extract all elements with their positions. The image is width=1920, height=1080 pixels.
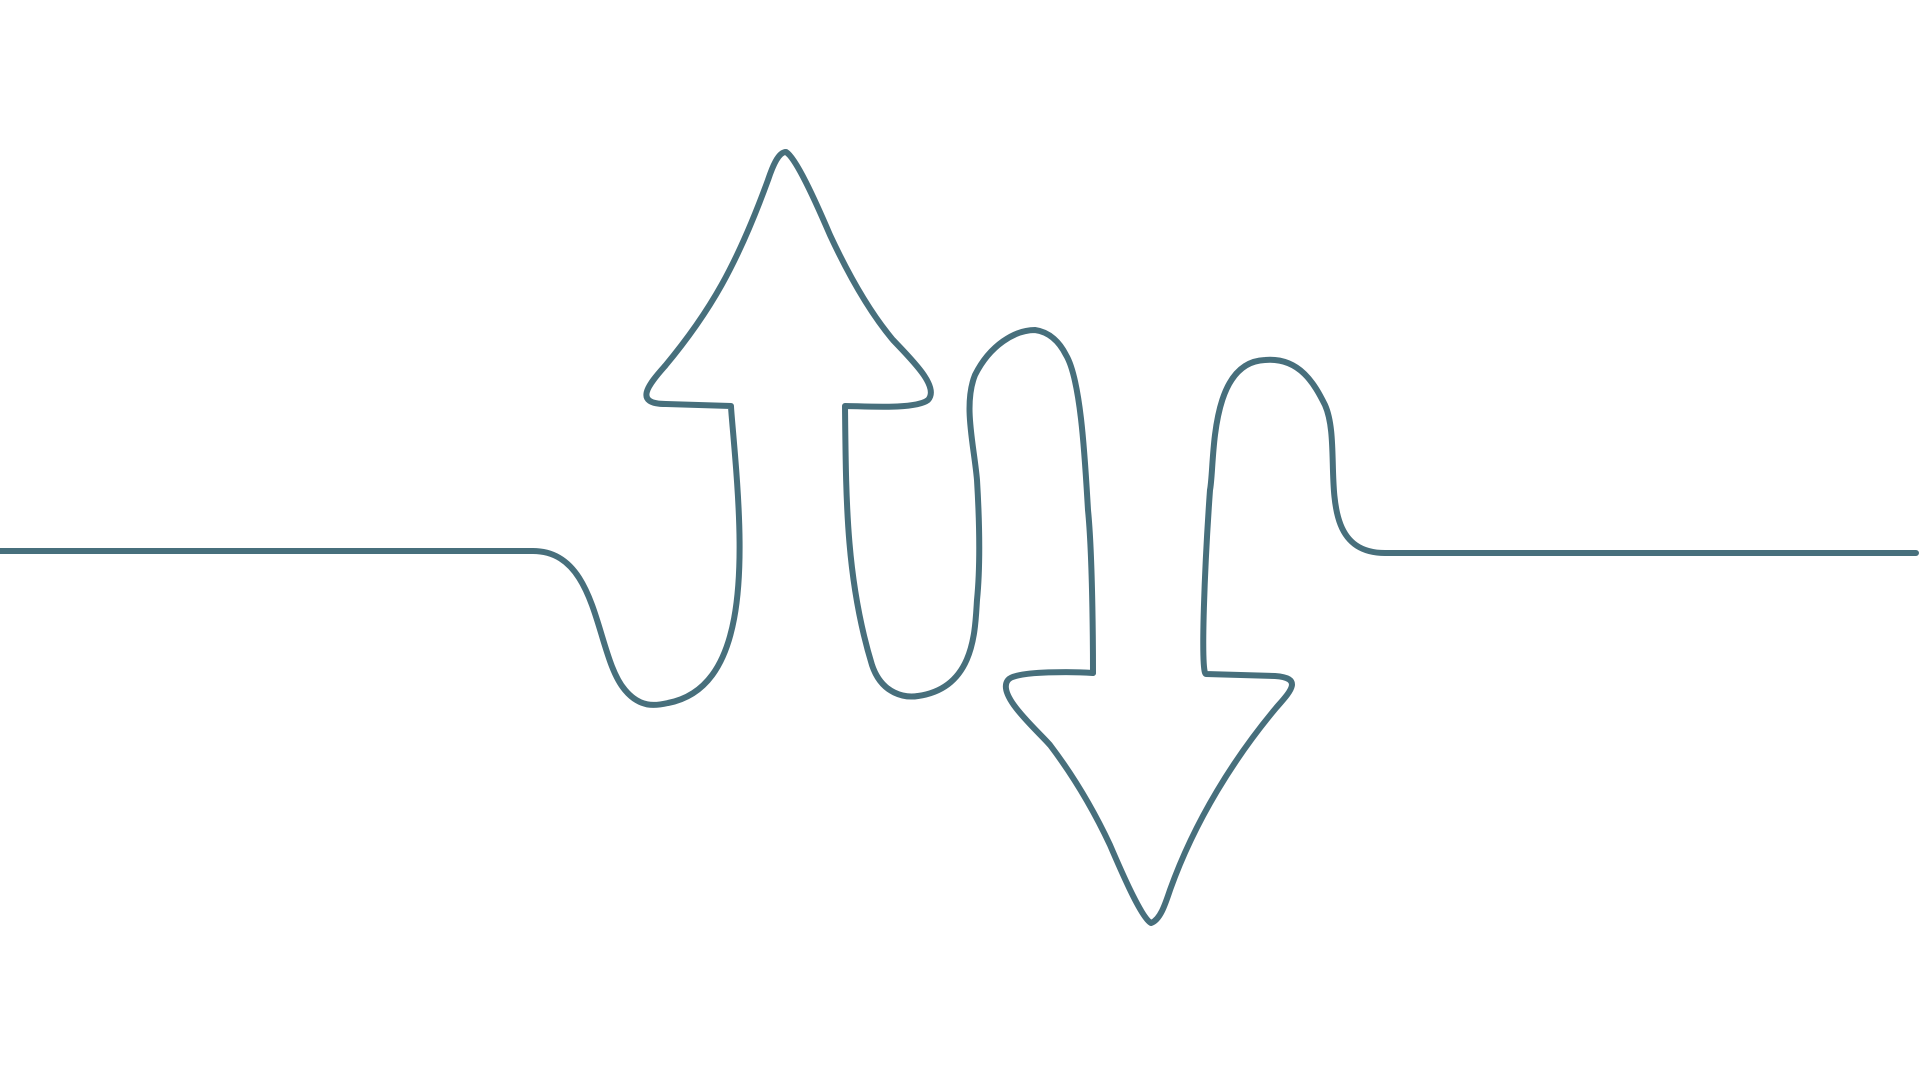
up-arrow-icon	[662, 149, 934, 700]
middle-connector	[915, 327, 1096, 699]
down-arrow-icon	[1002, 356, 1919, 926]
left-baseline	[0, 363, 743, 708]
